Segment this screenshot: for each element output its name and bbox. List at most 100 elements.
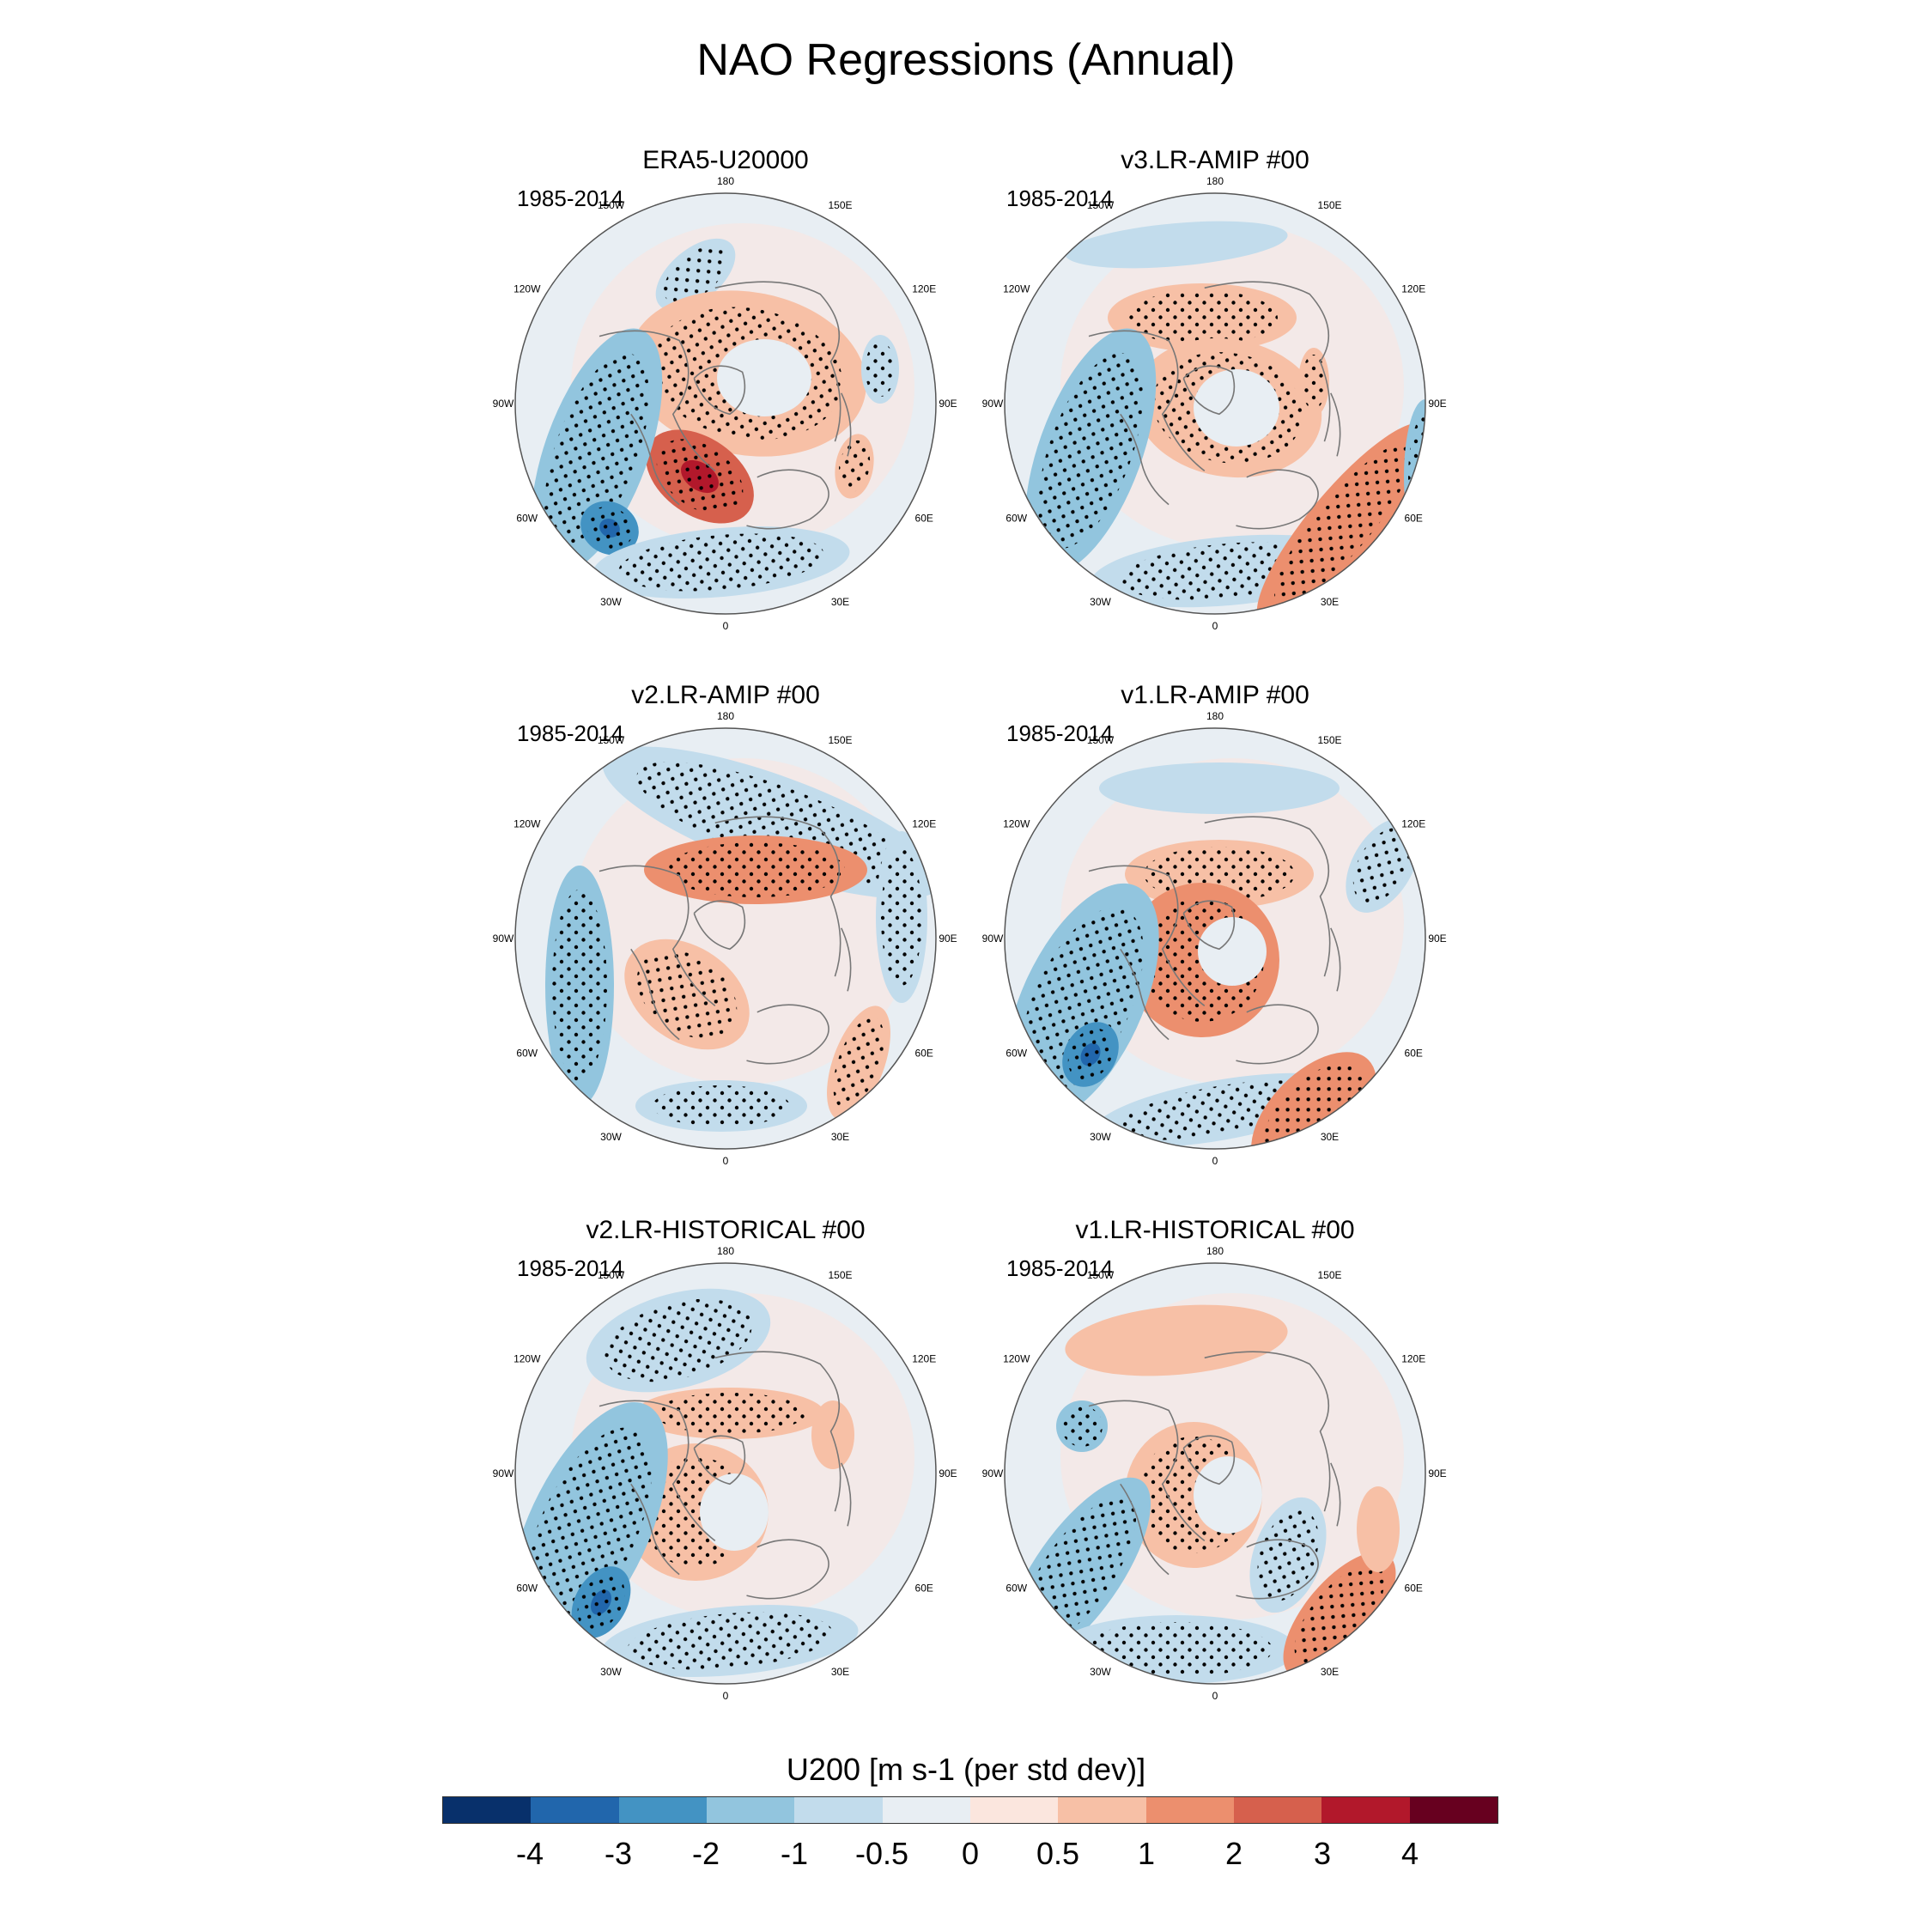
coastline (1236, 1539, 1319, 1600)
panel-title: ERA5-U20000 (642, 146, 809, 174)
coastline (1088, 865, 1206, 1007)
longitude-label: 30E (1321, 596, 1339, 608)
panel-title: v1.LR-HISTORICAL #00 (1075, 1216, 1355, 1244)
coastline (598, 330, 716, 472)
coastline (1120, 1483, 1170, 1576)
panel-title: v1.LR-AMIP #00 (1121, 681, 1309, 709)
significance-stipple (1067, 1028, 1114, 1081)
coastline (1236, 469, 1319, 530)
longitude-label: 120W (1003, 1353, 1030, 1365)
longitude-label: 90E (1428, 1467, 1446, 1479)
longitude-label: 180 (717, 175, 734, 187)
longitude-label: 150E (1317, 1269, 1341, 1281)
significance-stipple (663, 246, 728, 304)
coastline (714, 281, 841, 442)
significance-stipple (654, 1393, 805, 1434)
significance-stipple (833, 1017, 884, 1109)
longitude-label: 30W (600, 1666, 622, 1678)
longitude-label: 180 (1206, 710, 1224, 722)
longitude-label: 60E (915, 513, 933, 525)
longitude-label: 60E (1405, 1583, 1423, 1595)
coastline (598, 1400, 716, 1542)
longitude-label: 90E (939, 933, 957, 945)
colorbar-label: -4 (515, 1836, 544, 1871)
significance-stipple (627, 1612, 833, 1670)
colorbar-swatch (1321, 1797, 1410, 1823)
colorbar-label: 3 (1313, 1836, 1332, 1871)
polar-map: 180 150E 120E 90E 60E 30E 0 30W 60W 90W 120W 150W (493, 175, 957, 647)
longitude-label: 60W (516, 513, 538, 525)
longitude-label: 120E (1401, 283, 1425, 295)
coastline (1120, 413, 1170, 506)
longitude-label: 30W (1090, 1666, 1111, 1678)
significance-stipple (656, 439, 744, 514)
colorbar-swatch (531, 1797, 619, 1823)
significance-stipple (645, 616, 729, 647)
longitude-label: 60E (915, 1048, 933, 1060)
coastline (1088, 1400, 1206, 1542)
longitude-label: 150W (1087, 199, 1115, 211)
colorbar-label: -1 (780, 1836, 809, 1871)
longitude-label: 90W (493, 933, 514, 945)
longitude-label: 0 (1212, 620, 1218, 632)
colorbar-swatch (1233, 1797, 1322, 1823)
longitude-label: 150W (1087, 1269, 1115, 1281)
longitude-label: 120W (1003, 818, 1030, 830)
map-border (514, 192, 937, 615)
longitude-label: 150W (598, 1269, 625, 1281)
longitude-label: 120E (912, 283, 936, 295)
longitude-label: 150W (598, 734, 625, 746)
longitude-label: 120W (513, 818, 541, 830)
panel-period: 1985-2014 (1006, 720, 1114, 746)
longitude-label: 120E (912, 1353, 936, 1365)
longitude-label: 150W (1087, 734, 1115, 746)
coastline (841, 1462, 852, 1527)
longitude-label: 120W (513, 1353, 541, 1365)
figure-title: NAO Regressions (Annual) (696, 35, 1236, 85)
significance-stipple (586, 506, 634, 550)
longitude-label: 90E (1428, 933, 1446, 945)
coastline (841, 927, 852, 992)
panel-period: 1985-2014 (517, 1255, 624, 1281)
coastline (714, 1351, 841, 1512)
coastline (630, 413, 680, 506)
longitude-label: 90W (493, 398, 514, 410)
colorbar-label: 0.5 (1036, 1836, 1080, 1871)
panel-title: v2.LR-HISTORICAL #00 (586, 1216, 866, 1244)
significance-stipple (881, 848, 922, 986)
colorbar-swatch (1058, 1797, 1146, 1823)
longitude-label: 120W (513, 283, 541, 295)
panel-v1-lr-amip: 180 150E 120E 90E 60E 30E 0 30W 60W 90W 120W 150W v… (975, 681, 1455, 1196)
longitude-label: 150E (1317, 199, 1341, 211)
significance-stipple (1294, 1564, 1385, 1666)
longitude-label: 150E (828, 1269, 852, 1281)
longitude-label: 0 (723, 1690, 729, 1702)
longitude-label: 90E (939, 1467, 957, 1479)
longitude-label: 60W (516, 1583, 538, 1595)
longitude-label: 180 (1206, 175, 1224, 187)
longitude-label: 180 (717, 710, 734, 722)
polar-map: 180 150E 120E 90E 60E 30E 0 30W 60W 90W 120W 150W (982, 1245, 1447, 1702)
colorbar-swatch (882, 1797, 970, 1823)
significance-stipple (577, 1573, 625, 1631)
colorbar-swatch (443, 1797, 532, 1823)
longitude-label: 0 (1212, 1155, 1218, 1167)
coastline (693, 1435, 746, 1485)
colorbar-swatch (969, 1797, 1059, 1823)
significance-stipple (1061, 1406, 1103, 1447)
longitude-label: 180 (1206, 1245, 1224, 1257)
coastline (630, 948, 680, 1041)
field-anomaly (1198, 917, 1267, 986)
significance-stipple (605, 1298, 752, 1382)
colorbar (442, 1796, 1498, 1824)
coastline (693, 900, 746, 951)
panel-period: 1985-2014 (1006, 1255, 1114, 1281)
map-border (1004, 192, 1426, 615)
coastline (746, 469, 829, 530)
longitude-label: 120E (912, 818, 936, 830)
panel-title: v3.LR-AMIP #00 (1121, 146, 1309, 174)
coastline (1088, 330, 1206, 472)
longitude-label: 120E (1401, 818, 1425, 830)
significance-stipple (524, 1427, 653, 1631)
